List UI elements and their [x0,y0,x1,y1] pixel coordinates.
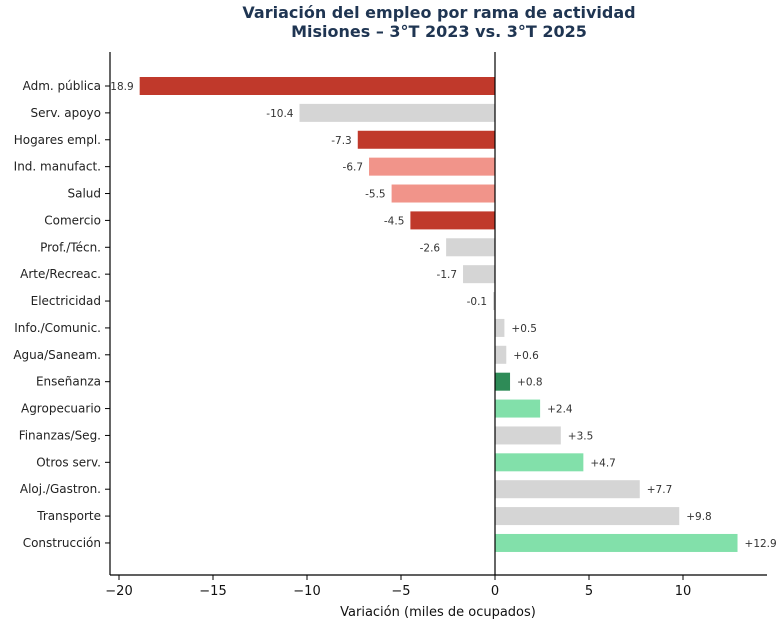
x-tick-label: −10 [293,584,320,599]
value-label-16: +7.7 [647,484,673,496]
chart-subtitle: Misiones – 3°T 2023 vs. 3°T 2025 [291,22,587,41]
x-tick-label: 10 [675,584,692,599]
x-axis-label: Variación (miles de ocupados) [340,605,536,620]
bar-8 [463,265,495,284]
value-label-13: +2.4 [547,404,573,416]
value-label-15: +4.7 [590,457,616,469]
bar-7 [446,238,495,257]
x-tick-label: −20 [105,584,132,599]
value-label-2: -10.4 [266,108,293,120]
value-label-6: -4.5 [384,215,405,227]
y-tick-label: Hogares empl. [14,133,101,147]
value-label-11: +0.6 [513,350,539,362]
bar-5 [391,184,495,203]
value-label-14: +3.5 [568,430,594,442]
bar-10 [495,318,505,337]
y-tick-label: Arte/Recreac. [20,267,101,281]
y-tick-label: Agropecuario [21,402,101,416]
bar-9 [493,292,495,311]
y-tick-label: Salud [67,187,101,201]
value-label-5: -5.5 [365,189,386,201]
y-tick-label: Adm. pública [23,79,101,93]
value-label-12: +0.8 [517,377,543,389]
x-tick-label: −15 [199,584,226,599]
y-tick-label: Prof./Técn. [40,240,101,254]
bar-16 [495,480,640,499]
y-tick-label: Transporte [36,509,101,523]
value-label-1: -18.9 [107,81,134,93]
value-label-10: +0.5 [511,323,537,335]
x-tick-label: −5 [391,584,410,599]
value-labels-group: -18.9 -10.4 -7.3 -6.7 -5.5 -4.5 -2.6 -1.7 -0.1 +0… [106,77,777,550]
chart-title: Variación del empleo por rama de activid… [242,3,635,22]
x-tick-label: 5 [585,584,593,599]
bar-1 [139,77,495,95]
bar-14 [495,426,561,445]
value-label-7: -2.6 [420,242,441,254]
bar-12 [495,372,511,391]
bar-15 [495,453,584,472]
y-tick-label: Comercio [44,213,101,227]
y-tick-label: Otros serv. [36,455,101,469]
bar-18 [495,533,738,552]
bar-4 [369,157,495,176]
y-tick-label: Agua/Saneam. [13,348,101,362]
bars-group [139,77,738,552]
value-label-8: -1.7 [437,269,458,281]
bar-3 [357,130,495,149]
y-tick-label: Aloj./Gastron. [20,482,101,496]
y-tick-label: Info./Comunic. [14,321,101,335]
bar-6 [410,211,495,230]
value-label-4: -6.7 [343,162,364,174]
value-label-9: -0.1 [467,296,488,308]
y-tick-label: Serv. apoyo [31,106,102,120]
y-tick-label: Ind. manufact. [14,160,101,174]
y-tick-label: Electricidad [31,294,101,308]
y-tick-label: Finanzas/Seg. [19,428,101,442]
bar-13 [495,399,541,418]
x-axis: −20 −15 −10 −5 0 5 10 [105,575,691,599]
value-label-3: -7.3 [331,135,352,147]
bar-2 [299,103,495,122]
y-axis: Adm. pública Serv. apoyo Hogares empl. Ind.… [13,79,110,550]
value-label-18: +12.9 [745,538,777,550]
value-label-17: +9.8 [686,511,712,523]
bar-17 [495,507,680,526]
y-tick-label: Enseñanza [36,375,101,389]
y-tick-label: Construcción [23,536,101,550]
bar-11 [495,345,507,364]
x-tick-label: 0 [491,584,499,599]
